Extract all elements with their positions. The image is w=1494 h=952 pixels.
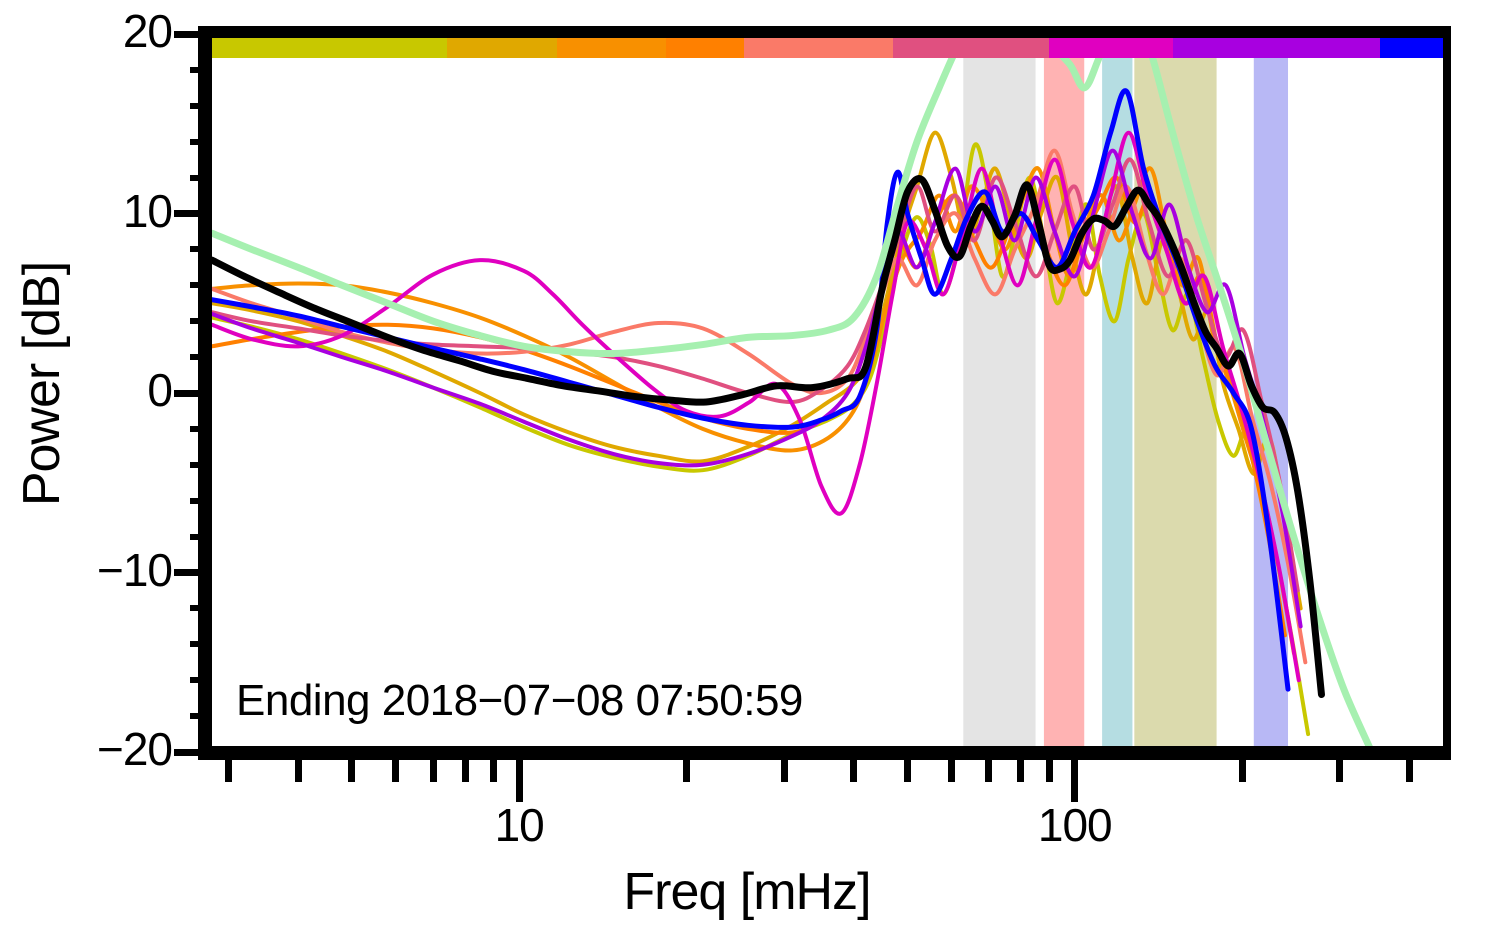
- colorbar-segment-2: [557, 38, 667, 58]
- series-spec-yellow: [212, 142, 1311, 737]
- y-tick-minor: [190, 641, 212, 648]
- x-tick-label: 10: [494, 799, 545, 851]
- plot-area: [212, 34, 1443, 752]
- x-tick-minor: [1238, 760, 1246, 782]
- colorbar-segment-4: [744, 38, 893, 58]
- y-tick-minor: [190, 138, 212, 145]
- y-tick-major: [174, 748, 212, 756]
- series-spec-purple: [212, 148, 1303, 629]
- series-mean: [212, 175, 1325, 699]
- y-tick-minor: [190, 102, 212, 109]
- series-spec-crimson: [212, 157, 1300, 593]
- x-tick-minor: [1017, 760, 1025, 782]
- y-tick-minor: [190, 174, 212, 181]
- y-tick-major: [174, 210, 212, 217]
- y-tick-minor: [190, 66, 212, 73]
- series-spec-lightgreen: [212, 34, 1374, 752]
- ending-timestamp-annotation: Ending 2018−07−08 07:50:59: [236, 676, 803, 725]
- x-tick-minor: [780, 760, 788, 782]
- spectra-lines: [212, 34, 1374, 752]
- x-tick-label: 100: [1037, 799, 1113, 851]
- x-tick-minor: [948, 760, 955, 782]
- colorbar-segment-6: [1049, 38, 1173, 58]
- axis-spine-bottom: [198, 746, 1451, 760]
- colorbar-segment-8: [1380, 38, 1443, 58]
- x-tick-minor: [490, 760, 498, 782]
- y-tick-minor: [190, 677, 212, 684]
- y-tick-minor: [190, 246, 212, 253]
- colorbar-segment-0: [212, 38, 447, 58]
- y-tick-major: [174, 30, 212, 38]
- x-tick-minor: [348, 760, 356, 782]
- shaded-bands: [963, 34, 1289, 752]
- x-tick-minor: [1045, 760, 1053, 782]
- y-tick-label: −10: [96, 543, 173, 596]
- x-axis-title: Freq [mHz]: [623, 863, 871, 921]
- x-tick-minor: [294, 760, 302, 782]
- y-tick-minor: [190, 605, 212, 612]
- y-tick-minor: [190, 533, 212, 540]
- x-tick-minor: [904, 760, 911, 782]
- x-tick-minor: [682, 760, 690, 782]
- axis-spine-right: [1443, 26, 1451, 760]
- frequency-colorbar: [212, 38, 1443, 58]
- y-tick-major: [174, 569, 212, 576]
- x-tick-minor: [392, 760, 400, 782]
- x-tick-minor: [985, 760, 993, 782]
- axis-spine-top: [198, 26, 1451, 38]
- band-pink: [1043, 34, 1085, 752]
- colorbar-segment-3: [666, 38, 745, 58]
- y-tick-major: [174, 389, 212, 397]
- y-tick-minor: [190, 713, 212, 720]
- x-tick-major: [1071, 760, 1079, 802]
- x-tick-minor: [429, 760, 437, 782]
- x-tick-minor: [461, 760, 469, 782]
- colorbar-segment-7: [1172, 38, 1381, 58]
- y-tick-minor: [190, 318, 212, 325]
- y-tick-label: 0: [147, 364, 173, 416]
- y-tick-label: −20: [96, 723, 173, 775]
- x-tick-minor: [1336, 760, 1344, 782]
- y-tick-minor: [190, 282, 212, 289]
- colorbar-segment-1: [446, 38, 558, 58]
- y-tick-label: 20: [122, 5, 173, 57]
- y-tick-minor: [190, 461, 212, 468]
- y-tick-minor: [190, 425, 212, 432]
- x-tick-minor: [850, 760, 858, 782]
- spectra-plot: [212, 34, 1374, 752]
- y-tick-label: 10: [122, 184, 173, 237]
- y-axis-title: Power [dB]: [13, 261, 71, 507]
- x-tick-minor: [225, 760, 233, 782]
- colorbar-segment-5: [892, 38, 1050, 58]
- x-tick-major: [515, 760, 523, 802]
- band-grey: [963, 34, 1036, 752]
- y-tick-minor: [190, 497, 212, 504]
- x-tick-minor: [1405, 760, 1413, 782]
- y-tick-minor: [190, 354, 212, 361]
